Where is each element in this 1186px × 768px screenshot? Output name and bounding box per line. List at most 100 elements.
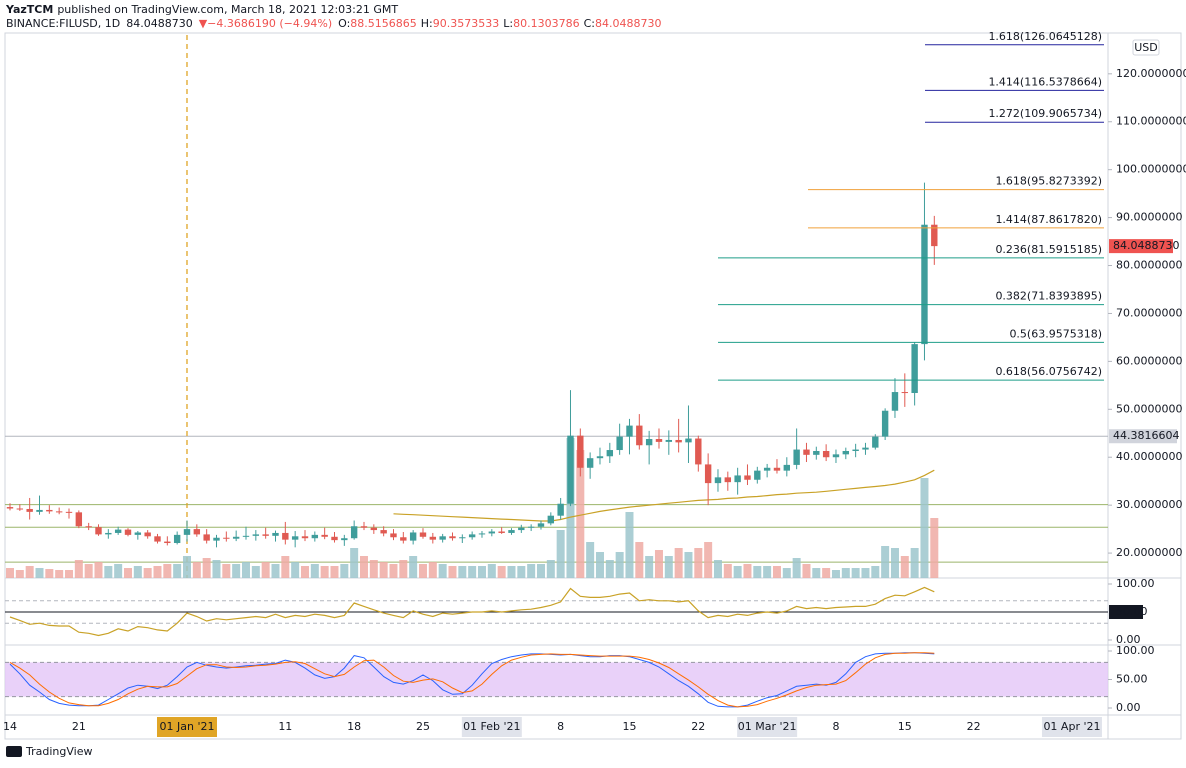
candle-body [449,536,456,539]
y-tick-label: 110.0000000 [1116,115,1186,128]
candle-body [881,410,889,437]
candle-body [114,529,122,533]
y-tick-label: 80.0000000 [1116,259,1182,272]
candle-body [311,534,319,539]
volume-bar [822,568,831,578]
candle-body [596,456,604,459]
candle-body [773,467,781,471]
volume-bar [192,562,201,578]
volume-bar [64,570,73,578]
candle-body [350,526,358,539]
volume-bar [851,568,860,578]
candle-body [134,532,142,535]
candle-body [468,534,476,538]
ohlc-value: 90.3573533 [433,17,499,30]
candle-body [360,526,368,528]
volume-bar [418,564,427,578]
volume-bar [566,438,575,578]
volume-bar [684,552,693,578]
volume-bar [890,548,899,578]
volume-bar [733,566,742,578]
candle-body [262,534,269,536]
volume-bar [6,568,14,578]
brand-name: TradingView [25,745,92,758]
stoch-line [9,652,935,708]
candle-body [803,449,810,455]
candle-body [665,439,673,442]
symbol: BINANCE:FILUSD, 1D [6,17,120,30]
volume-bar [900,556,909,578]
volume-bar [55,570,64,578]
x-tick-label: 25 [416,720,430,733]
candle-body [124,529,132,535]
x-tick-label: 8 [832,720,839,733]
candle-body [341,538,348,541]
volume-bar [536,564,545,578]
last-price-badge [1109,239,1173,254]
x-tick-label: 01 Jan '21 [160,720,215,733]
candle-body [252,534,260,536]
chart-frame [4,32,1182,740]
volume-bar [595,552,604,578]
candle-body [75,512,83,527]
volume-bar [409,556,418,578]
volume-bar [163,564,172,578]
published: published on TradingView.com, March 18, … [57,3,398,16]
candle-body [872,436,879,448]
candle-body [763,467,771,471]
moving-average [393,469,935,522]
candle-body [488,531,496,534]
volume-bar [910,548,919,578]
candle-body [232,536,240,539]
candle-body [891,392,899,411]
volume-bar [320,566,329,578]
candle-body [527,526,535,528]
rsi-mid-badge [1109,605,1143,619]
volume-bar [448,566,457,578]
logo-icon [6,746,22,757]
ohlc-key: L: [503,17,513,30]
last-price-label: 84.0488730 [1113,239,1179,252]
candle-body [144,532,151,537]
x-tick-label: 11 [278,720,292,733]
candle-body [734,475,741,483]
ohlc-value: 80.1303786 [513,17,579,30]
x-tick-label: 18 [347,720,361,733]
header-line-2: BINANCE:FILUSD, 1D 84.0488730 ▼−4.3686190 … [6,17,661,30]
fib-label: 1.272(109.9065734) [988,107,1102,120]
x-label-box [1041,717,1102,737]
candle-body [498,531,505,533]
fib-label: 0.382(71.8393895) [995,290,1102,303]
candle-body [911,344,918,394]
fib-label: 1.618(126.0645128) [988,30,1102,43]
volume-bar [399,560,408,578]
candle-body [626,425,633,437]
volume-bar [222,564,231,578]
candle-body [852,449,859,451]
candle-body [291,536,299,540]
candle-body [577,435,584,468]
candle-body [567,435,574,504]
volume-bar [25,566,34,578]
volume-bar [212,560,221,578]
last-price: 84.0488730 [126,17,192,30]
candle-body [85,526,92,528]
candle-body [6,507,14,509]
x-tick-label: 15 [622,720,636,733]
candle-body [429,536,437,540]
volume-bar [330,566,339,578]
volume-bar [123,568,132,578]
candle-body [321,534,328,537]
candle-body [370,527,378,531]
candle-body [223,537,230,539]
volume-bar [310,564,319,578]
candle-body [537,523,545,527]
volume-bar [527,564,536,578]
candle-body [921,224,928,345]
x-tick-label: 01 Apr '21 [1043,720,1100,733]
rsi-tick-label: 50.00 [1116,605,1148,618]
candle-body [272,532,279,536]
candle-body [724,477,732,483]
y-tick-label: 100.0000000 [1116,163,1186,176]
